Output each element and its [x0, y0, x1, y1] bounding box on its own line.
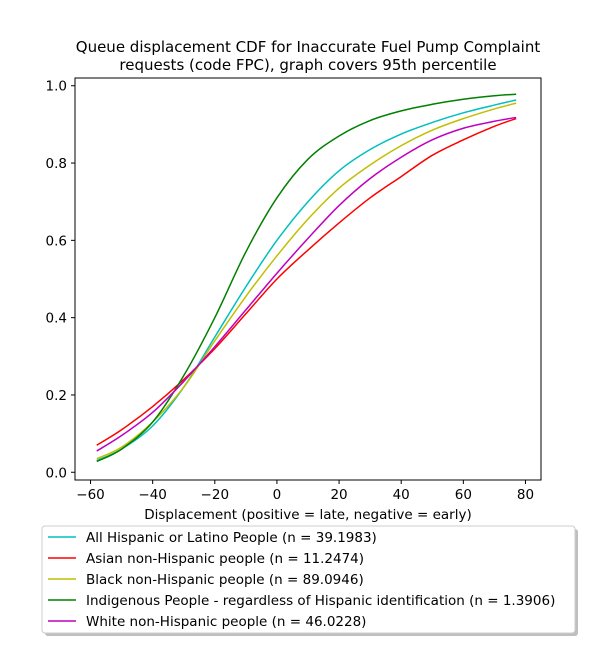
series-line-4 [96, 116, 517, 452]
x-tick-label: 0 [273, 487, 282, 503]
legend-box [41, 525, 576, 634]
series-line-0 [96, 99, 517, 462]
plot-area-frame [74, 77, 542, 481]
series-line-1 [96, 117, 517, 446]
y-tick-label: 0.4 [46, 311, 67, 327]
x-tick-label: −60 [76, 487, 105, 503]
x-tick-label: 40 [393, 487, 410, 503]
legend-label-2: Black non-Hispanic people (n = 89.0946) [86, 572, 364, 588]
series-line-2 [96, 102, 517, 460]
legend-label-0: All Hispanic or Latino People (n = 39.19… [86, 530, 377, 546]
legend: All Hispanic or Latino People (n = 39.19… [41, 525, 578, 636]
x-tick-label: 20 [330, 487, 347, 503]
x-tick-label: 60 [455, 487, 472, 503]
x-tick-label: −40 [138, 487, 167, 503]
y-tick-label: 0.2 [46, 388, 67, 404]
legend-label-4: White non-Hispanic people (n = 46.0228) [86, 614, 366, 630]
x-tick-label: −20 [201, 487, 230, 503]
series-line-3 [96, 93, 517, 463]
y-tick-label: 0.0 [46, 465, 67, 481]
y-tick-label: 1.0 [46, 79, 67, 95]
x-axis-label: Displacement (positive = late, negative … [144, 507, 472, 523]
chart-title-line-1: Queue displacement CDF for Inaccurate Fu… [76, 38, 541, 56]
y-tick-label: 0.8 [46, 156, 67, 172]
chart-title-line-2: requests (code FPC), graph covers 95th p… [119, 56, 496, 74]
y-tick-label: 0.6 [46, 233, 67, 249]
x-tick-label: 80 [517, 487, 534, 503]
legend-label-1: Asian non-Hispanic people (n = 11.2474) [86, 551, 364, 567]
legend-label-3: Indigenous People - regardless of Hispan… [86, 593, 555, 609]
